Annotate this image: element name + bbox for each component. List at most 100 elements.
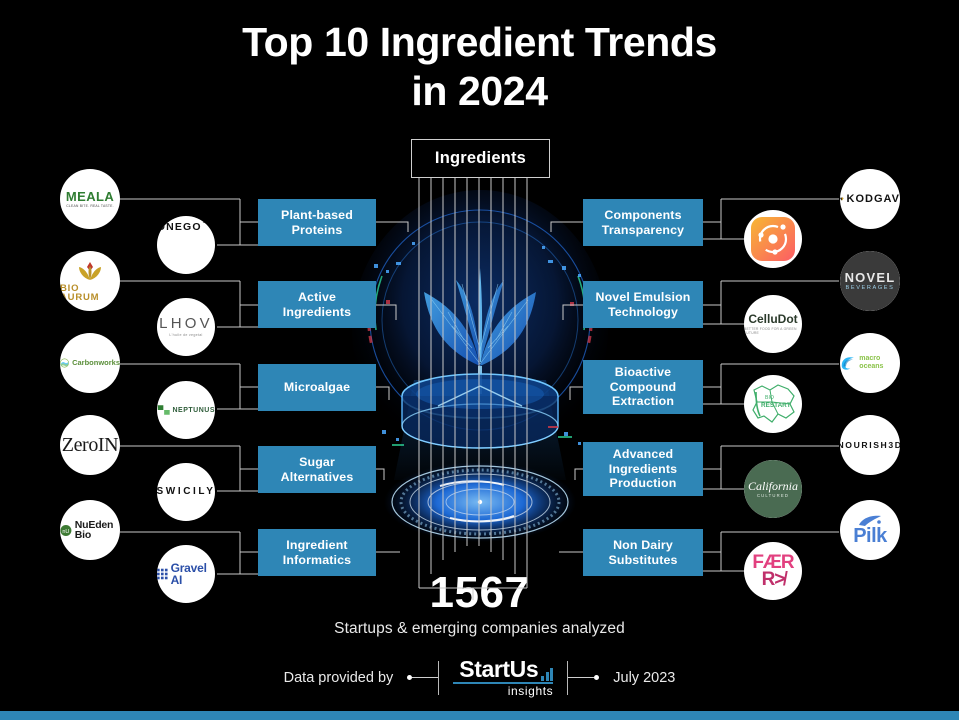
logo-lhov[interactable]: LHOV L'huile de vegetal — [157, 298, 215, 356]
nueden-mark-icon: nU — [60, 524, 72, 536]
ingredients-header-label: Ingredients — [434, 149, 527, 167]
logo-faer[interactable]: FÆR R≯ — [744, 542, 802, 600]
logo-celludot[interactable]: CelluDot BETTER FOOD FOR A GREEN FUTURE — [744, 295, 802, 353]
svg-text:nU: nU — [62, 528, 69, 534]
credit-left-dot — [407, 675, 413, 680]
logo-nueden-bio-name: NuEden Bio — [74, 518, 114, 541]
logo-california-tagline: CULTURED — [756, 492, 790, 498]
logo-onego-bio[interactable]: ONEGO Bio — [157, 216, 215, 274]
trend-box-novel-emulsion-technology[interactable]: Novel Emulsion Technology — [583, 281, 703, 328]
logo-swicily-name: SWICILY — [157, 486, 215, 497]
logo-carbonworks[interactable]: Carbonworks — [60, 333, 120, 393]
logo-gravel-ai-name: Gravel AI — [170, 561, 207, 587]
bio-restart-map-icon: BIO RESTART — [752, 384, 795, 423]
logo-california-name: California — [747, 478, 798, 493]
hologram-plant-illustration — [352, 180, 608, 580]
logo-onego-name: ONEGO — [157, 221, 202, 233]
logo-faer-name: FÆR — [752, 552, 794, 573]
trend-box-ingredient-informatics[interactable]: Ingredient Informatics — [258, 529, 376, 576]
carbonworks-mark-icon — [60, 358, 69, 368]
page-title: Top 10 Ingredient Trends in 2024 — [0, 18, 959, 116]
trend-box-active-ingredients[interactable]: Active Ingredients — [258, 281, 376, 328]
page-title-line1: Top 10 Ingredient Trends — [242, 19, 717, 65]
trend-box-components-transparency[interactable]: Components Transparency — [583, 199, 703, 246]
brand-underline — [453, 682, 554, 684]
trend-label: Components Transparency — [601, 207, 685, 237]
logo-lhov-name: LHOV — [159, 315, 213, 333]
logo-zeroin[interactable]: ZeroIN — [60, 415, 120, 475]
logo-celludot-tagline: BETTER FOOD FOR A GREEN FUTURE — [744, 327, 797, 335]
startus-insights-logo[interactable]: StartUs insights — [453, 656, 554, 698]
logo-pilk[interactable]: Pilk — [840, 500, 900, 560]
logo-nourish3d-name: NOURISH3D — [840, 439, 900, 450]
startup-count-caption: Startups & emerging companies analyzed — [334, 620, 625, 637]
logo-meala-tagline: CLEAN BITE. REAL TASTE. — [66, 203, 114, 208]
credit-left-divider — [438, 660, 440, 695]
logo-kodgav[interactable]: KODGAV — [840, 169, 900, 229]
orbit-atom-icon — [751, 217, 795, 261]
logo-faer-mark: R≯ — [761, 569, 786, 590]
trend-label: Advanced Ingredients Production — [608, 447, 678, 491]
data-provided-by-label: Data provided by — [283, 669, 394, 686]
credit-bar: Data provided by StartUs insights July 2… — [0, 656, 959, 698]
startup-count: 1567 — [429, 568, 530, 617]
neptunus-mark-icon — [157, 405, 170, 415]
logo-gravel-ai[interactable]: Gravel AI — [157, 545, 215, 603]
kodgav-mark-icon — [840, 197, 844, 201]
logo-celludot-name: CelluDot — [748, 312, 798, 327]
credit-right-rule — [568, 677, 595, 678]
logo-california-cultured[interactable]: California CULTURED — [744, 460, 802, 518]
logo-novel-tagline: BEVERAGES — [845, 284, 895, 291]
page-title-line2: in 2024 — [411, 68, 548, 114]
lotus-icon — [79, 261, 101, 280]
trend-box-bioactive-compound-extraction[interactable]: Bioactive Compound Extraction — [583, 360, 703, 414]
bottom-accent-bar — [0, 711, 959, 720]
trend-label: Bioactive Compound Extraction — [609, 365, 677, 409]
logo-swicily[interactable]: SWICILY — [157, 463, 215, 521]
logo-lhov-tagline: L'huile de vegetal — [169, 333, 203, 338]
logo-pilk-name: Pilk — [853, 524, 887, 547]
credit-right-dot — [594, 675, 600, 680]
gravel-grid-icon — [157, 568, 168, 580]
logo-nueden-bio[interactable]: nU NuEden Bio — [60, 500, 120, 560]
trend-box-plant-based-proteins[interactable]: Plant-based Proteins — [258, 199, 376, 246]
macro-oceans-wave-icon — [841, 357, 854, 370]
credit-right-divider — [567, 660, 569, 695]
svg-text:RESTART: RESTART — [761, 402, 791, 409]
trend-box-sugar-alternatives[interactable]: Sugar Alternatives — [258, 446, 376, 493]
logo-neptunus[interactable]: NEPTUNUS — [157, 381, 215, 439]
trend-label: Active Ingredients — [282, 289, 352, 319]
logo-kodgav-name: KODGAV — [846, 192, 900, 205]
svg-text:BIO: BIO — [765, 395, 774, 401]
trend-label: Non Dairy Substitutes — [608, 537, 678, 567]
trend-label: Microalgae — [283, 380, 351, 395]
trend-label: Ingredient Informatics — [282, 537, 352, 567]
logo-bio-aurum[interactable]: BIO AURUM — [60, 251, 120, 311]
logo-novel-beverages[interactable]: NOVEL BEVERAGES — [840, 251, 900, 311]
brand-sub: insights — [507, 684, 554, 698]
credit-left-rule — [412, 677, 439, 678]
bar-chart-icon — [541, 667, 554, 681]
brand-name: StartUs — [459, 656, 539, 682]
logo-carbonworks-name: Carbonworks — [72, 358, 120, 368]
trend-box-advanced-ingredients-production[interactable]: Advanced Ingredients Production — [583, 442, 703, 496]
logo-bio-aurum-name: BIO AURUM — [60, 282, 100, 303]
trend-box-non-dairy-substitutes[interactable]: Non Dairy Substitutes — [583, 529, 703, 576]
logo-bio-restart[interactable]: BIO RESTART — [744, 375, 802, 433]
logo-meala-name: MEALA — [65, 188, 115, 204]
logo-macro-oceans[interactable]: macro oceans — [840, 333, 900, 393]
trend-box-microalgae[interactable]: Microalgae — [258, 364, 376, 411]
logo-neptunus-name: NEPTUNUS — [172, 406, 215, 414]
pilk-splash-icon — [859, 515, 881, 526]
logo-meala[interactable]: MEALA CLEAN BITE. REAL TASTE. — [60, 169, 120, 229]
publication-date: July 2023 — [613, 669, 676, 686]
logo-orbit-brand[interactable] — [744, 210, 802, 268]
logo-macro-oceans-name: macro oceans — [859, 355, 884, 370]
logo-nourish3d[interactable]: NOURISH3D — [840, 415, 900, 475]
trend-label: Plant-based Proteins — [281, 207, 353, 237]
trend-label: Sugar Alternatives — [280, 454, 354, 484]
trend-label: Novel Emulsion Technology — [595, 289, 691, 319]
logo-onego-tagline: Bio — [202, 216, 215, 225]
logo-zeroin-name: ZeroIN — [61, 434, 119, 456]
